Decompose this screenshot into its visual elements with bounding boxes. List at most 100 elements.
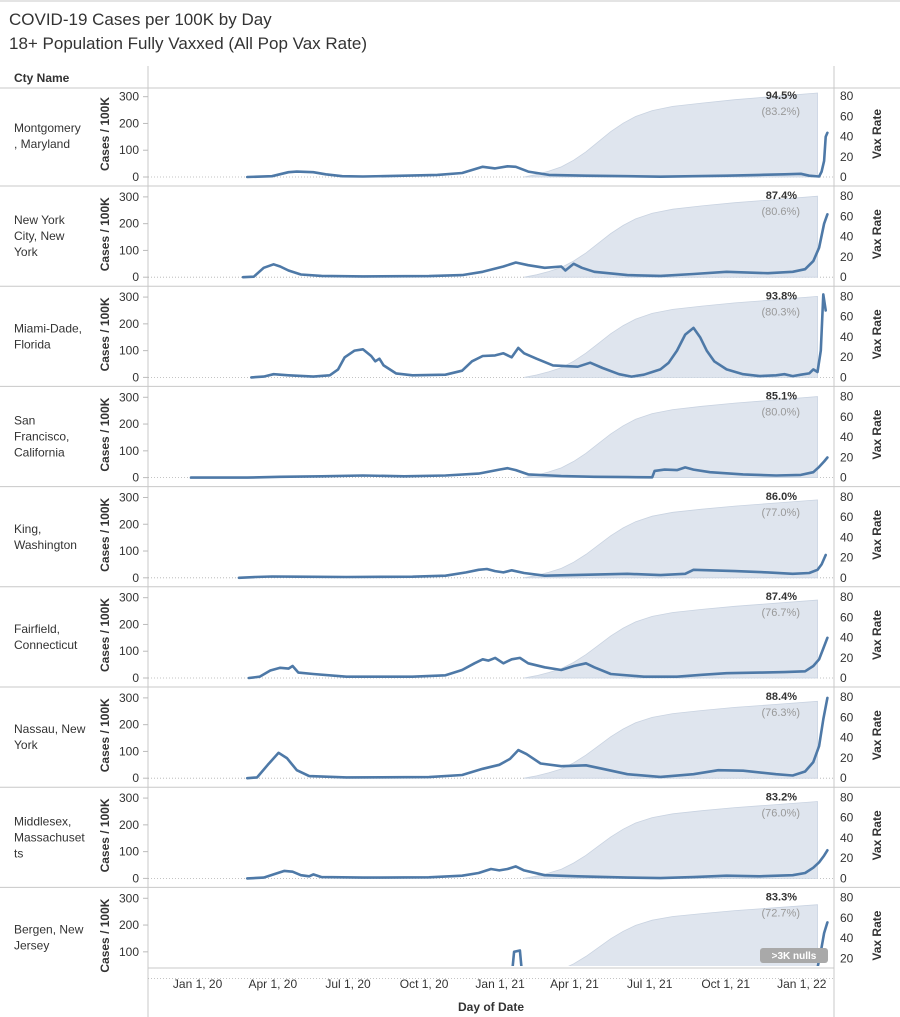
vax-rate-18plus: 83.3% (766, 892, 797, 904)
y-tick-right: 40 (840, 130, 854, 144)
vax-rate-18plus: 87.4% (766, 591, 797, 603)
panel-3: San Francisco, California Cases / 100K 0 100 2… (0, 390, 900, 488)
y-tick-left: 200 (119, 417, 139, 431)
y-tick-right: 0 (840, 771, 847, 785)
y-tick-left: 100 (119, 845, 139, 859)
chart-title: COVID-19 Cases per 100K by Day (9, 10, 272, 29)
y-tick-left: 200 (119, 718, 139, 732)
y-tick-right: 40 (840, 330, 854, 344)
y-tick-right: 80 (840, 89, 854, 103)
x-tick-label: Oct 1, 20 (400, 977, 449, 991)
panel-2: Miami-Dade,Florida Cases / 100K0100200300… (0, 289, 900, 387)
y-tick-left: 0 (132, 571, 139, 585)
panel-4: King, Washington Cases / 100K 0 100 200 300 0 20… (0, 490, 900, 588)
row-header: Cty Name (14, 71, 70, 85)
vax-rate-area (524, 195, 818, 278)
vax-rate-area (524, 499, 818, 579)
row-label: Nassau, New (14, 722, 86, 736)
y-tick-left: 0 (132, 370, 139, 384)
y-axis-title-left: Cases / 100K (98, 97, 112, 171)
y-tick-left: 300 (119, 290, 139, 304)
panel-0: Montgomery, Maryland Cases / 100K01002003… (0, 89, 900, 187)
row-label: Bergen, New (14, 923, 84, 937)
y-tick-right: 20 (840, 450, 854, 464)
y-tick-right: 80 (840, 790, 854, 804)
y-tick-right: 80 (840, 189, 854, 203)
x-axis-title: Day of Date (458, 1000, 524, 1014)
y-tick-left: 0 (132, 471, 139, 485)
y-tick-right: 60 (840, 410, 854, 424)
y-tick-right: 40 (840, 530, 854, 544)
y-axis-title-right: Vax Rate (870, 209, 884, 259)
cases-line (241, 213, 829, 279)
row-label: Middlesex, (14, 814, 71, 828)
chart-subtitle: 18+ Population Fully Vaxxed (All Pop Vax… (9, 34, 367, 53)
vax-rate-18plus: 86.0% (766, 491, 797, 503)
y-tick-right: 60 (840, 610, 854, 624)
y-tick-left: 300 (119, 90, 139, 104)
y-tick-right: 60 (840, 711, 854, 725)
row-label: San (14, 414, 35, 428)
y-tick-right: 0 (840, 170, 847, 184)
y-tick-right: 60 (840, 210, 854, 224)
y-tick-right: 40 (840, 430, 854, 444)
vax-rate-all-pop: (72.7%) (761, 908, 800, 920)
vax-rate-area (568, 904, 818, 966)
y-axis-title-right: Vax Rate (870, 309, 884, 359)
y-tick-left: 100 (119, 744, 139, 758)
y-tick-left: 100 (119, 344, 139, 358)
y-tick-right: 20 (840, 851, 854, 865)
y-tick-right: 80 (840, 590, 854, 604)
y-tick-left: 100 (119, 143, 139, 157)
y-tick-right: 80 (840, 490, 854, 504)
y-tick-left: 100 (119, 945, 139, 959)
y-tick-right: 80 (840, 390, 854, 404)
row-label: New York (14, 213, 66, 227)
y-axis-title-right: Vax Rate (870, 409, 884, 459)
row-label: York (14, 245, 39, 259)
vax-rate-18plus: 85.1% (766, 391, 797, 403)
y-tick-left: 200 (119, 618, 139, 632)
y-tick-right: 20 (840, 951, 854, 965)
y-axis-title-right: Vax Rate (870, 910, 884, 960)
vax-rate-18plus: 87.4% (766, 190, 797, 202)
nulls-badge[interactable]: >3K nulls (760, 948, 828, 963)
x-tick-label: Jan 1, 22 (777, 977, 827, 991)
panel-7: Middlesex, Massachuset ts Cases / 100K 0 100 2… (0, 790, 900, 888)
y-tick-left: 0 (132, 671, 139, 685)
cases-line-segment (511, 949, 523, 966)
vax-rate-area (524, 801, 818, 879)
row-label: Jersey (14, 939, 49, 953)
y-axis-title-right: Vax Rate (870, 610, 884, 660)
y-tick-left: 100 (119, 444, 139, 458)
vax-rate-18plus: 83.2% (766, 791, 797, 803)
y-tick-right: 40 (840, 230, 854, 244)
row-label: King, (14, 522, 41, 536)
y-tick-left: 200 (119, 818, 139, 832)
vax-rate-18plus: 88.4% (766, 691, 797, 703)
y-tick-right: 40 (840, 731, 854, 745)
x-tick-label: Jan 1, 21 (475, 977, 525, 991)
vax-rate-all-pop: (80.6%) (761, 206, 800, 218)
nulls-badge-label: >3K nulls (772, 951, 817, 962)
y-axis-title-left: Cases / 100K (98, 898, 112, 972)
vax-rate-all-pop: (83.2%) (761, 106, 800, 118)
vax-rate-all-pop: (77.0%) (761, 507, 800, 519)
y-tick-right: 0 (840, 370, 847, 384)
panel-8: Bergen, New Jersey Cases / 100K 100 200 300 20… (14, 891, 884, 979)
row-label: York (14, 738, 39, 752)
y-axis-title-right: Vax Rate (870, 509, 884, 559)
y-tick-left: 0 (132, 170, 139, 184)
vax-rate-all-pop: (76.7%) (761, 607, 800, 619)
y-tick-left: 100 (119, 544, 139, 558)
y-tick-right: 20 (840, 551, 854, 565)
y-axis-title-right: Vax Rate (870, 810, 884, 860)
vax-rate-18plus: 94.5% (766, 90, 797, 102)
y-tick-right: 40 (840, 631, 854, 645)
y-tick-left: 200 (119, 117, 139, 131)
y-axis-title-right: Vax Rate (870, 109, 884, 159)
vax-rate-all-pop: (76.0%) (761, 807, 800, 819)
cases-line (250, 293, 827, 379)
